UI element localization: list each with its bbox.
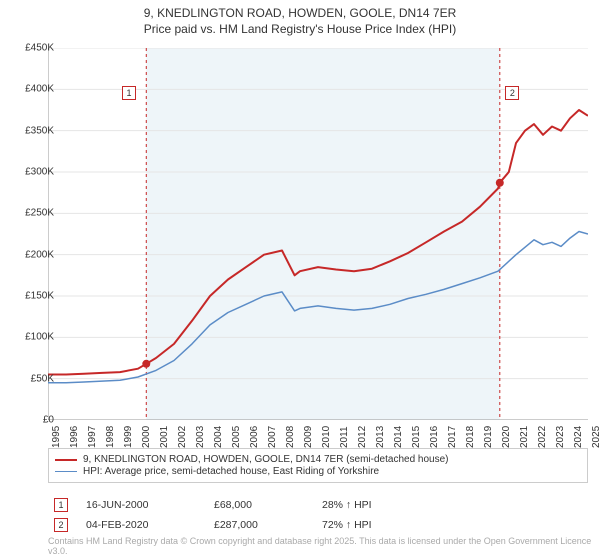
title-block: 9, KNEDLINGTON ROAD, HOWDEN, GOOLE, DN14… (0, 0, 600, 39)
chart-svg (48, 48, 588, 420)
x-tick-label: 2023 (555, 426, 566, 448)
x-tick-label: 2020 (501, 426, 512, 448)
annotation-price: £68,000 (214, 499, 304, 511)
x-tick-label: 2011 (339, 426, 350, 448)
y-tick-label: £350K (4, 125, 54, 136)
x-tick-label: 1996 (69, 426, 80, 448)
x-tick-label: 2000 (141, 426, 152, 448)
legend: 9, KNEDLINGTON ROAD, HOWDEN, GOOLE, DN14… (48, 448, 588, 483)
x-tick-label: 2010 (321, 426, 332, 448)
x-tick-label: 1998 (105, 426, 116, 448)
x-tick-label: 2019 (483, 426, 494, 448)
x-tick-label: 2003 (195, 426, 206, 448)
annotation-date: 16-JUN-2000 (86, 499, 196, 511)
x-tick-label: 2009 (303, 426, 314, 448)
legend-swatch-hpi (55, 471, 77, 472)
x-tick-label: 2001 (159, 426, 170, 448)
x-tick-label: 2013 (375, 426, 386, 448)
legend-swatch-price (55, 459, 77, 461)
x-tick-label: 2014 (393, 426, 404, 448)
x-tick-label: 2018 (465, 426, 476, 448)
x-tick-label: 1999 (123, 426, 134, 448)
chart-container: 9, KNEDLINGTON ROAD, HOWDEN, GOOLE, DN14… (0, 0, 600, 560)
x-tick-label: 2006 (249, 426, 260, 448)
y-tick-label: £50K (4, 373, 54, 384)
x-tick-label: 2016 (429, 426, 440, 448)
x-tick-label: 2021 (519, 426, 530, 448)
sale-marker-box: 1 (122, 86, 136, 100)
legend-label-hpi: HPI: Average price, semi-detached house,… (83, 466, 379, 477)
x-tick-label: 2002 (177, 426, 188, 448)
y-tick-label: £300K (4, 167, 54, 178)
x-tick-label: 2015 (411, 426, 422, 448)
y-tick-label: £400K (4, 84, 54, 95)
x-tick-label: 2007 (267, 426, 278, 448)
annotation-row: 1 16-JUN-2000 £68,000 28% ↑ HPI (48, 498, 588, 512)
legend-row: HPI: Average price, semi-detached house,… (55, 466, 581, 477)
sale-marker-box: 2 (505, 86, 519, 100)
annotation-delta: 72% ↑ HPI (322, 519, 372, 531)
x-tick-label: 2022 (537, 426, 548, 448)
x-tick-label: 2017 (447, 426, 458, 448)
x-tick-label: 1995 (51, 426, 62, 448)
y-tick-label: £100K (4, 332, 54, 343)
annotation-price: £287,000 (214, 519, 304, 531)
y-tick-label: £0 (4, 415, 54, 426)
annotation-delta: 28% ↑ HPI (322, 499, 372, 511)
y-tick-label: £250K (4, 208, 54, 219)
chart-plot-area (48, 48, 588, 420)
y-tick-label: £200K (4, 249, 54, 260)
x-tick-label: 2005 (231, 426, 242, 448)
x-tick-label: 2024 (573, 426, 584, 448)
annotation-date: 04-FEB-2020 (86, 519, 196, 531)
annotation-marker-2: 2 (54, 518, 68, 532)
annotation-row: 2 04-FEB-2020 £287,000 72% ↑ HPI (48, 518, 588, 532)
annotation-rows: 1 16-JUN-2000 £68,000 28% ↑ HPI 2 04-FEB… (48, 492, 588, 532)
x-tick-label: 2012 (357, 426, 368, 448)
legend-row: 9, KNEDLINGTON ROAD, HOWDEN, GOOLE, DN14… (55, 454, 581, 465)
x-tick-label: 2025 (591, 426, 600, 448)
attribution-text: Contains HM Land Registry data © Crown c… (48, 536, 600, 556)
annotation-marker-1: 1 (54, 498, 68, 512)
legend-label-price: 9, KNEDLINGTON ROAD, HOWDEN, GOOLE, DN14… (83, 454, 448, 465)
title-line-1: 9, KNEDLINGTON ROAD, HOWDEN, GOOLE, DN14… (10, 6, 590, 22)
y-tick-label: £150K (4, 291, 54, 302)
title-line-2: Price paid vs. HM Land Registry's House … (10, 22, 590, 38)
x-tick-label: 1997 (87, 426, 98, 448)
x-tick-label: 2004 (213, 426, 224, 448)
x-tick-label: 2008 (285, 426, 296, 448)
y-tick-label: £450K (4, 43, 54, 54)
